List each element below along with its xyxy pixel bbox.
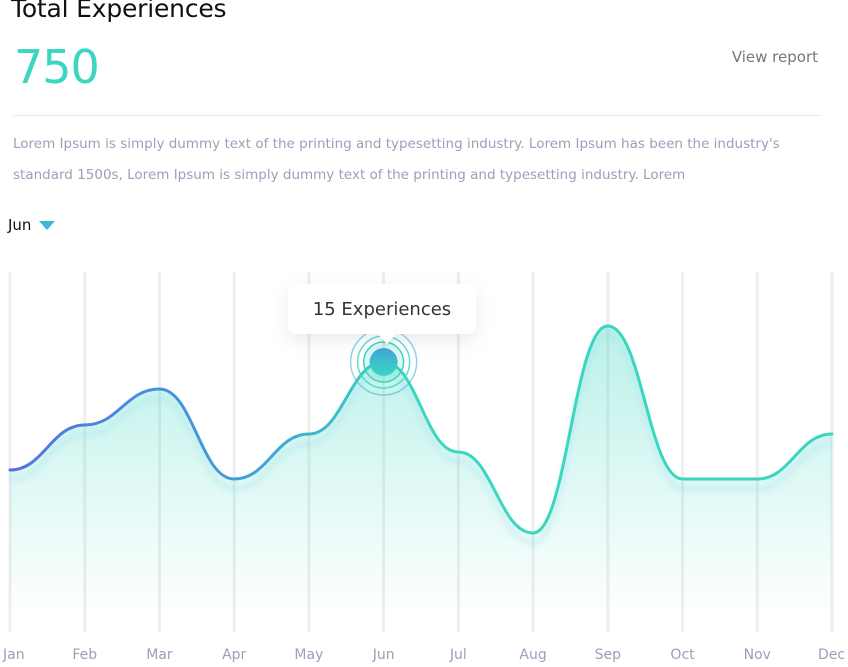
x-tick-label-jul: Jul bbox=[449, 647, 467, 663]
panel-title: Total Experiences bbox=[11, 0, 227, 23]
total-count: 750 bbox=[14, 40, 100, 94]
data-point-nov[interactable] bbox=[751, 473, 763, 485]
series-line bbox=[8, 324, 834, 535]
data-point-feb[interactable] bbox=[79, 419, 91, 431]
month-dropdown-value: Jun bbox=[8, 216, 32, 234]
x-tick-label-apr: Apr bbox=[222, 647, 246, 663]
x-tick-label-sep: Sep bbox=[595, 647, 622, 663]
x-tick-label-nov: Nov bbox=[744, 647, 771, 663]
line-shadow bbox=[9, 333, 833, 546]
x-tick-label-dec: Dec bbox=[818, 647, 845, 663]
x-tick-label-mar: Mar bbox=[146, 647, 173, 663]
caret-down-icon bbox=[39, 220, 56, 230]
view-report-link[interactable]: View report bbox=[731, 48, 818, 66]
month-dropdown[interactable]: Jun bbox=[8, 216, 56, 234]
tooltip-arrow bbox=[377, 333, 397, 344]
x-tick-label-jan: Jan bbox=[2, 647, 25, 663]
area-fill bbox=[10, 326, 832, 617]
data-point-apr[interactable] bbox=[228, 473, 240, 485]
data-point-mar[interactable] bbox=[153, 383, 165, 395]
data-point-dec[interactable] bbox=[826, 428, 838, 440]
data-point-may[interactable] bbox=[303, 428, 315, 440]
x-tick-label-may: May bbox=[294, 647, 323, 663]
data-point-jan[interactable] bbox=[4, 464, 16, 476]
x-tick-label-oct: Oct bbox=[670, 647, 695, 663]
description-text: Lorem Ipsum is simply dummy text of the … bbox=[13, 136, 780, 183]
x-tick-label-feb: Feb bbox=[72, 647, 97, 663]
x-tick-label-jun: Jun bbox=[372, 647, 395, 663]
data-point-sep[interactable] bbox=[602, 320, 614, 332]
data-point-aug[interactable] bbox=[527, 527, 539, 539]
divider bbox=[13, 115, 821, 116]
data-point-jul[interactable] bbox=[452, 446, 464, 458]
highlight-point[interactable] bbox=[369, 348, 398, 376]
x-tick-label-aug: Aug bbox=[519, 647, 546, 663]
chart-tooltip: 15 Experiences bbox=[288, 284, 476, 334]
data-point-oct[interactable] bbox=[677, 473, 689, 485]
